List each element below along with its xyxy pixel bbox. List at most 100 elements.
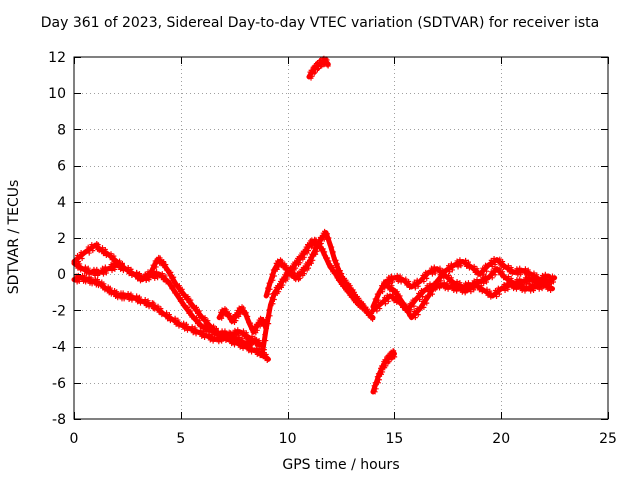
data-point-trace-f [306, 265, 312, 271]
data-point-trace-h [471, 287, 477, 293]
data-point-trace-c [233, 333, 239, 339]
data-point-trace-c [192, 325, 198, 331]
data-point-trace-g [429, 271, 435, 277]
data-point-trace-f [343, 277, 349, 283]
data-point-trace-a [108, 251, 114, 257]
data-point-trace-b [125, 265, 131, 271]
data-point-trace-c [243, 330, 249, 336]
data-point-trace-c [241, 334, 247, 340]
data-point-trace-d [237, 311, 243, 317]
data-point-trace-h [416, 291, 422, 297]
data-point-trace-i [485, 262, 491, 268]
data-point-trace-e [270, 301, 276, 307]
data-point-trace-c [145, 298, 151, 304]
data-point-trace-h [417, 297, 423, 303]
data-point-trace-f [366, 311, 372, 317]
data-point-trace-b [80, 266, 86, 272]
data-point-trace-g [408, 284, 414, 290]
data-point-trace-c [232, 327, 238, 333]
data-point-trace-g [454, 278, 460, 284]
data-point-trace-h [381, 295, 387, 301]
data-point-trace-c [181, 320, 187, 326]
data-point-trace-i [543, 277, 549, 283]
data-point-trace-f [301, 271, 307, 277]
data-point-trace-g [406, 278, 412, 284]
data-point-trace-h [464, 287, 470, 293]
data-point-trace-i [531, 270, 537, 276]
data-point-trace-k [376, 377, 382, 383]
data-point-trace-c [235, 327, 241, 333]
data-point-trace-a [250, 347, 256, 353]
data-point-trace-d [254, 327, 260, 333]
data-point-trace-c [173, 321, 179, 327]
data-point-trace-g [517, 276, 523, 282]
data-point-trace-f [276, 264, 282, 270]
data-point-trace-c [139, 298, 145, 304]
data-point-trace-i [449, 267, 455, 273]
data-point-trace-c [224, 336, 230, 342]
data-point-trace-h [511, 286, 517, 292]
data-point-trace-i [537, 277, 543, 283]
y-tick-label: 8 [57, 122, 66, 138]
data-point-trace-a [85, 244, 91, 250]
data-point-trace-c [120, 290, 126, 296]
data-point-trace-f [318, 240, 324, 246]
data-point-trace-c [223, 330, 229, 336]
data-point-trace-g [497, 266, 503, 272]
data-point-trace-a [154, 269, 160, 275]
data-point-trace-h [512, 280, 518, 286]
data-point-trace-b [143, 277, 149, 283]
data-point-trace-i [520, 268, 526, 274]
data-point-trace-e [324, 255, 330, 261]
data-point-trace-c [212, 336, 218, 342]
data-point-trace-h [493, 288, 499, 294]
data-point-trace-a [194, 321, 200, 327]
data-point-trace-i [514, 266, 520, 272]
data-point-trace-e [261, 347, 267, 353]
data-point-trace-h [485, 292, 491, 298]
data-point-trace-c [207, 337, 213, 343]
data-point-trace-i [451, 262, 457, 268]
data-point-trace-b [142, 271, 148, 277]
data-point-trace-f [337, 268, 343, 274]
data-point-trace-a [188, 308, 194, 314]
data-point-trace-g [379, 283, 385, 289]
data-point-trace-g [432, 270, 438, 276]
data-point-trace-h [373, 302, 379, 308]
data-point-trace-i [431, 280, 437, 286]
data-point-trace-i [540, 278, 546, 284]
data-point-trace-b [150, 262, 156, 268]
data-point-trace-h [377, 306, 383, 312]
y-tick-label: 0 [57, 267, 66, 283]
data-point-trace-i [500, 259, 506, 265]
data-point-trace-c [158, 306, 164, 312]
data-point-trace-i [412, 315, 418, 321]
data-point-trace-i [474, 266, 480, 272]
data-point-trace-e [267, 313, 273, 319]
data-point-trace-a [229, 341, 235, 347]
data-point-trace-g [528, 277, 534, 283]
data-point-trace-i [443, 268, 449, 274]
data-point-trace-b [148, 269, 154, 275]
data-point-trace-b [179, 286, 185, 292]
data-point-trace-h [528, 288, 534, 294]
data-point-trace-h [475, 281, 481, 287]
data-point-trace-c [161, 311, 167, 317]
data-point-trace-b [118, 266, 124, 272]
data-point-trace-b [163, 262, 169, 268]
data-point-trace-b [146, 275, 152, 281]
data-point-trace-i [415, 312, 421, 318]
data-point-trace-e [322, 249, 328, 255]
data-point-trace-b [171, 274, 177, 280]
data-point-trace-c [219, 338, 225, 344]
data-point-trace-f [283, 263, 289, 269]
data-point-trace-h [515, 284, 521, 290]
data-point-trace-d [233, 318, 239, 324]
data-point-trace-i [525, 267, 531, 273]
data-point-trace-g [380, 289, 386, 295]
data-point-trace-b [196, 308, 202, 314]
data-point-trace-g [488, 269, 494, 275]
data-point-trace-a [102, 246, 108, 252]
data-point-trace-b [174, 282, 180, 288]
data-point-trace-g [431, 264, 437, 270]
